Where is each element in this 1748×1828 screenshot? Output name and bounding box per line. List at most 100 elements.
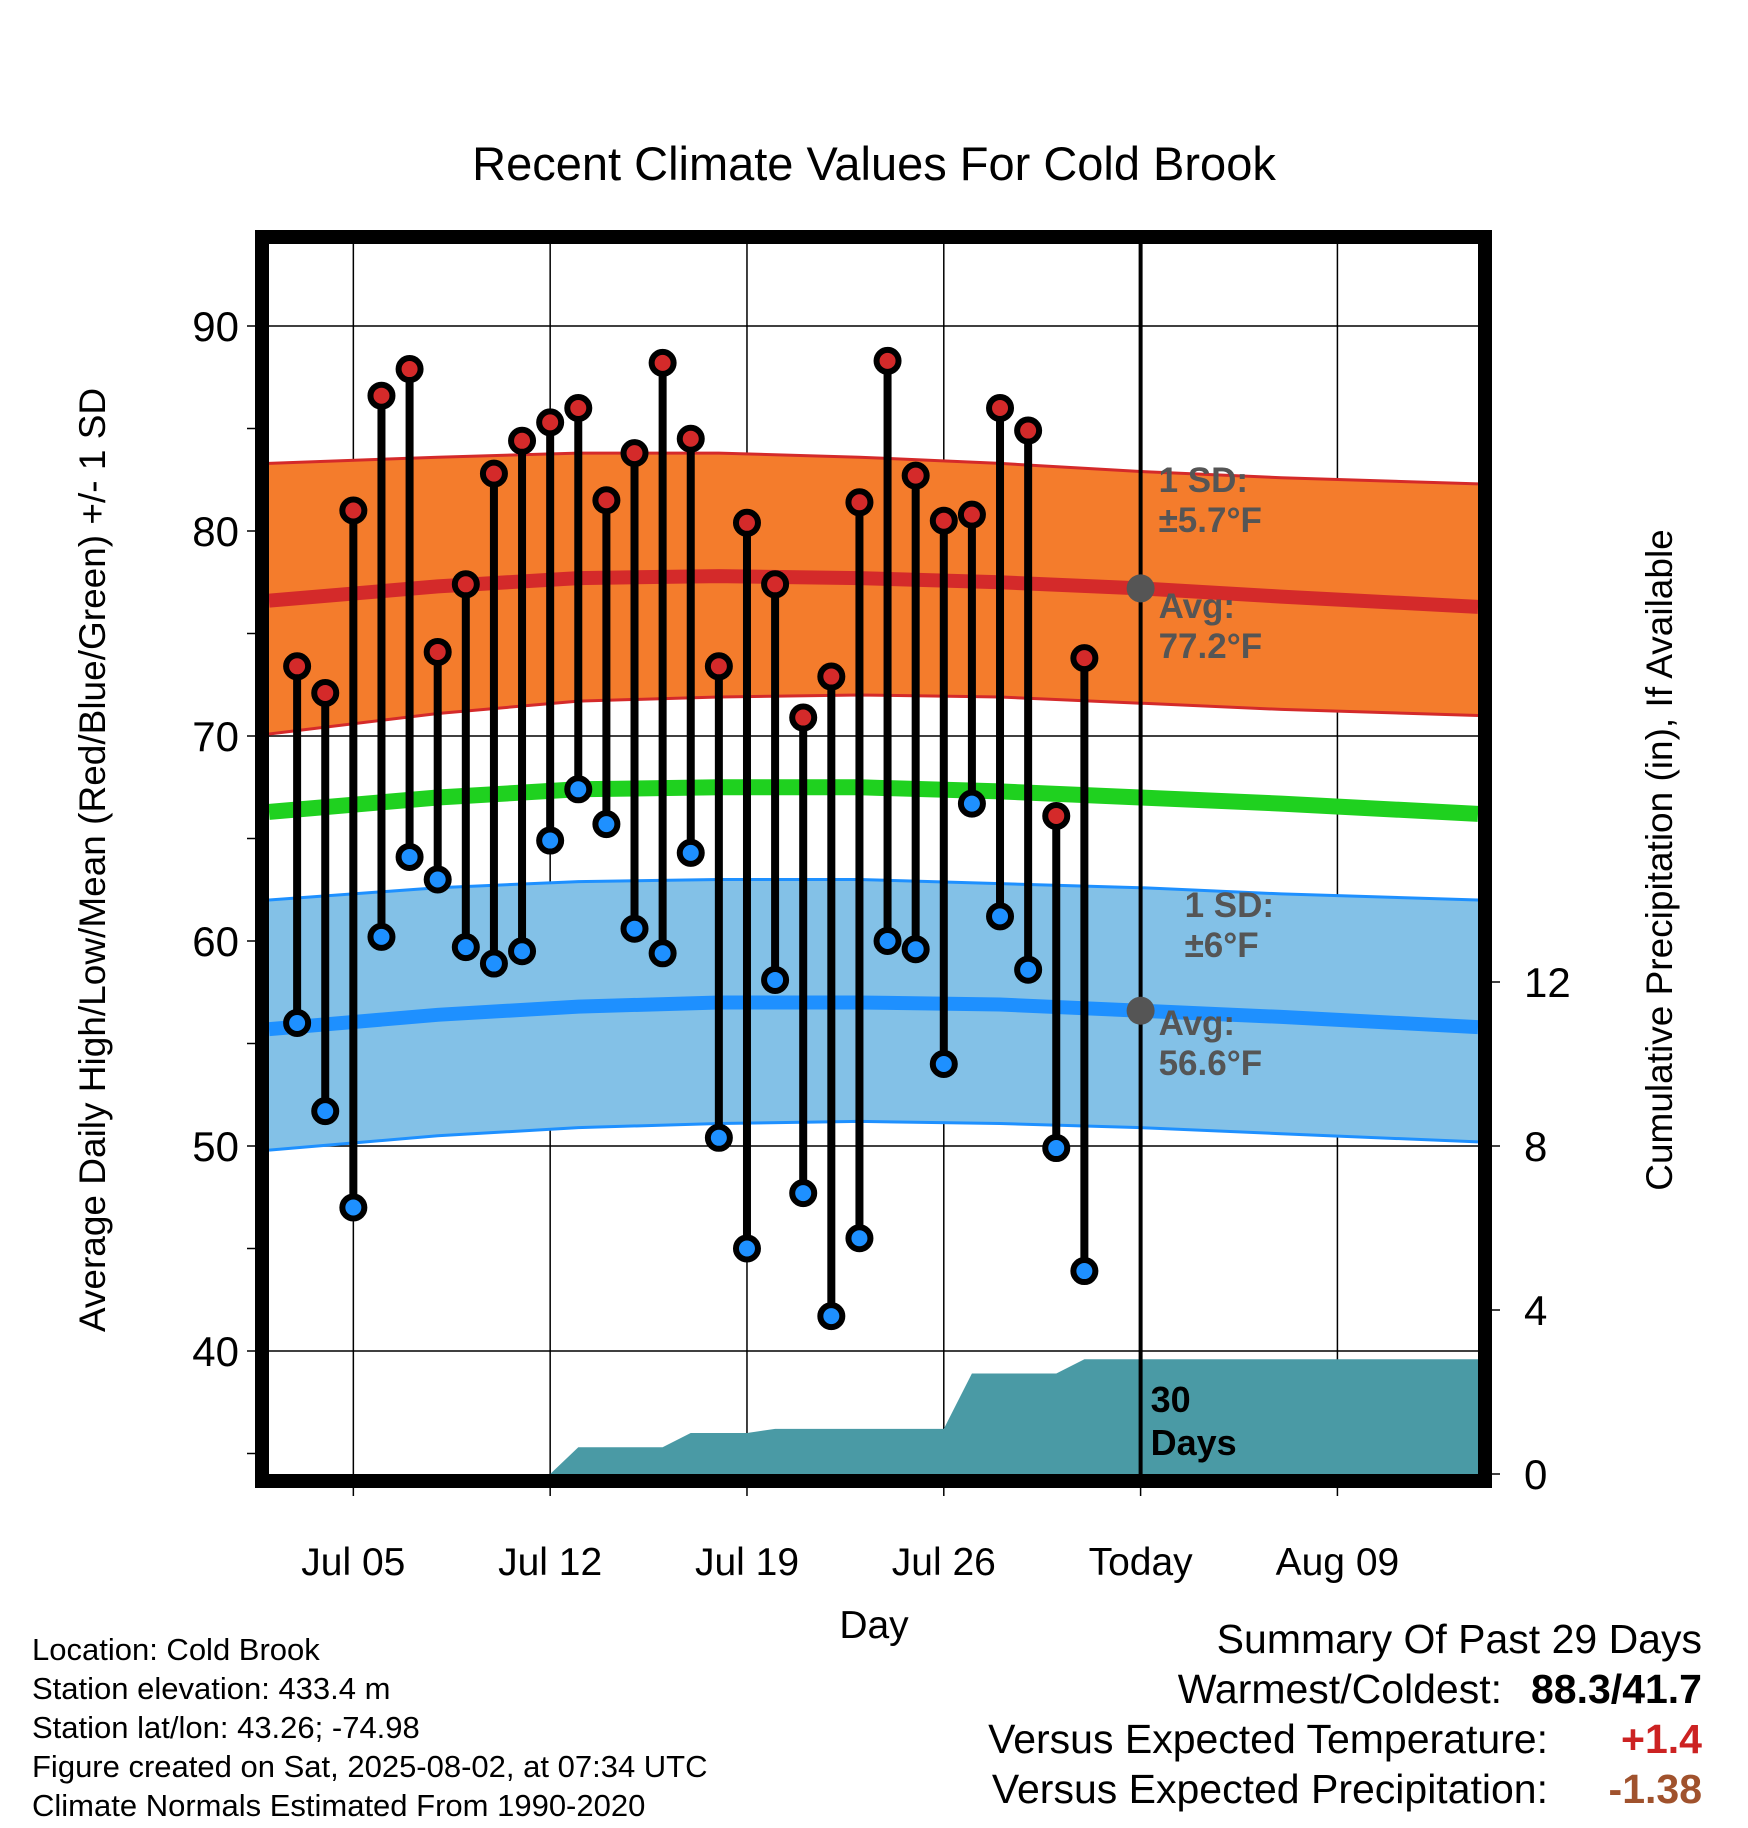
y2-tick-label: 4 <box>1524 1287 1547 1334</box>
precip-anomaly-value: -1.38 <box>1608 1766 1702 1812</box>
location-text: Location: Cold Brook <box>32 1632 320 1667</box>
daily-high-point <box>311 678 340 707</box>
x-tick-label: Jul 12 <box>498 1541 602 1584</box>
y2-tick-label: 0 <box>1524 1451 1547 1498</box>
low-sd-band <box>269 879 1478 1151</box>
plot-inner <box>269 244 1478 1474</box>
daily-low-point <box>1014 955 1043 984</box>
temp-anomaly-label: Versus Expected Temperature: <box>988 1716 1548 1762</box>
elevation-text: Station elevation: 433.4 m <box>32 1671 391 1706</box>
latlon-text: Station lat/lon: 43.26; -74.98 <box>32 1710 420 1745</box>
daily-high-point <box>873 346 902 375</box>
daily-high-point <box>789 703 818 732</box>
daily-high-point <box>648 348 677 377</box>
daily-high-point <box>451 570 480 599</box>
low-avg-label: Avg: <box>1159 1004 1235 1043</box>
daily-high-point <box>704 652 733 681</box>
high-sd-band <box>269 453 1478 734</box>
low-avg-value: 56.6°F <box>1159 1044 1263 1083</box>
y2-axis-label: Cumulative Precipitation (in), If Availa… <box>1639 529 1680 1191</box>
daily-high-point <box>395 355 424 384</box>
precip-area <box>269 1359 1478 1474</box>
daily-high-point <box>564 394 593 422</box>
low-sd-label: 1 SD: <box>1185 886 1274 925</box>
x-tick-label: Jul 05 <box>301 1541 405 1584</box>
chart-title: Recent Climate Values For Cold Brook <box>472 137 1276 190</box>
daily-low-point <box>1070 1257 1099 1286</box>
daily-low-point <box>901 935 930 964</box>
daily-low-point <box>508 937 537 966</box>
daily-high-point <box>676 424 705 453</box>
y-tick-label: 80 <box>192 508 239 555</box>
daily-high-point <box>592 486 621 515</box>
daily-high-point <box>339 496 368 525</box>
y-tick-label: 70 <box>192 713 239 760</box>
summary-title: Summary Of Past 29 Days <box>1216 1616 1702 1662</box>
daily-low-point <box>311 1097 340 1126</box>
plot-frame <box>255 230 1492 1488</box>
high-avg-label: Avg: <box>1159 587 1235 626</box>
daily-high-point <box>508 426 537 455</box>
x-tick-label: Today <box>1089 1541 1194 1584</box>
daily-high-point <box>620 439 649 468</box>
high-sd-label: 1 SD: <box>1159 461 1248 500</box>
mean-avg-line <box>269 779 1478 822</box>
warm-cold-label: Warmest/Coldest: <box>1177 1666 1502 1712</box>
daily-low-point <box>451 933 480 962</box>
y2-tick-label: 8 <box>1524 1123 1547 1170</box>
warm-cold-value: 88.3/41.7 <box>1531 1666 1702 1712</box>
today-normal-marker <box>1126 996 1155 1025</box>
daily-high-point <box>817 662 846 691</box>
daily-low-point <box>395 842 424 871</box>
high-sd-value: ±5.7°F <box>1159 501 1262 540</box>
daily-high-point <box>1070 644 1099 673</box>
daily-low-point <box>957 789 986 818</box>
daily-low-point <box>676 838 705 867</box>
daily-high-point <box>986 394 1015 422</box>
daily-low-point <box>423 865 452 894</box>
daily-low-point <box>592 810 621 839</box>
daily-low-point <box>564 775 593 804</box>
daily-high-point <box>536 408 565 437</box>
daily-low-point <box>536 826 565 855</box>
daily-low-point <box>339 1193 368 1222</box>
daily-low-point <box>817 1302 846 1331</box>
daily-high-point <box>479 459 508 488</box>
daily-low-point <box>620 914 649 943</box>
daily-low-point <box>761 965 790 994</box>
y2-tick-label: 12 <box>1524 959 1571 1006</box>
x-axis-label: Day <box>839 1604 909 1647</box>
daily-low-point <box>789 1179 818 1208</box>
station-info: Location: Cold Brook Station elevation: … <box>32 1630 708 1825</box>
summary-warm-cold: Warmest/Coldest: 88.3/41.7 <box>988 1664 1702 1714</box>
y-tick-label: 50 <box>192 1123 239 1170</box>
daily-high-point <box>732 508 761 537</box>
daily-high-point <box>283 652 312 681</box>
summary-precip: Versus Expected Precipitation: -1.38 <box>988 1764 1702 1814</box>
created-text: Figure created on Sat, 2025-08-02, at 07… <box>32 1749 708 1784</box>
daily-low-point <box>1042 1134 1071 1163</box>
daily-high-point <box>423 637 452 666</box>
high-upper-line <box>269 451 1478 486</box>
daily-high-point <box>1042 801 1071 830</box>
daily-high-point <box>1014 416 1043 445</box>
x-tick-label: Jul 26 <box>892 1541 996 1584</box>
today-days-unit: Days <box>1151 1422 1237 1463</box>
daily-high-point <box>957 500 986 529</box>
y-tick-label: 60 <box>192 918 239 965</box>
daily-high-point <box>845 488 874 517</box>
daily-low-point <box>704 1123 733 1152</box>
daily-low-point <box>479 949 508 978</box>
daily-high-point <box>929 506 958 535</box>
daily-high-point <box>901 461 930 490</box>
today-normal-marker <box>1126 574 1155 603</box>
y-tick-label: 90 <box>192 303 239 350</box>
daily-low-point <box>732 1234 761 1263</box>
daily-low-point <box>873 927 902 955</box>
daily-low-point <box>986 902 1015 931</box>
today-days-count: 30 <box>1151 1379 1191 1420</box>
precip-anomaly-label: Versus Expected Precipitation: <box>991 1766 1548 1812</box>
normals-text: Climate Normals Estimated From 1990-2020 <box>32 1788 646 1823</box>
